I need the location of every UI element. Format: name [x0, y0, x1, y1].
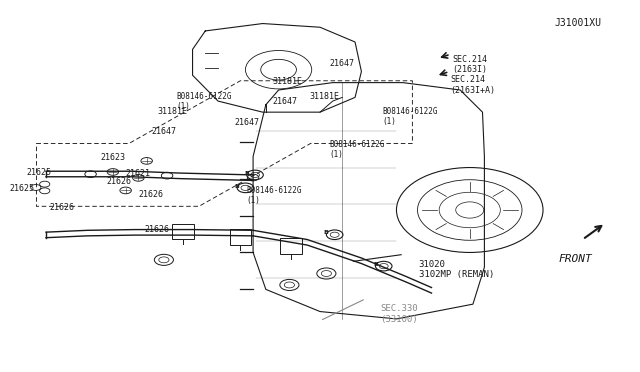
Text: 21647: 21647	[151, 127, 176, 136]
Text: SEC.330
(33100): SEC.330 (33100)	[381, 304, 418, 324]
Text: 31181E: 31181E	[272, 77, 302, 86]
Text: 31181E: 31181E	[157, 107, 188, 116]
Text: B08146-6122G
(1): B08146-6122G (1)	[177, 92, 232, 111]
Text: B: B	[244, 171, 249, 176]
Text: 21647: 21647	[330, 59, 355, 68]
Text: B: B	[324, 230, 329, 235]
Bar	[230, 229, 251, 245]
Bar	[172, 224, 194, 239]
Text: 21626: 21626	[138, 190, 163, 199]
Text: FRONT: FRONT	[559, 254, 593, 264]
Text: B08146-6122G
(1): B08146-6122G (1)	[383, 107, 438, 126]
Text: 21626: 21626	[49, 203, 74, 212]
Text: 21647: 21647	[272, 97, 297, 106]
Text: 21647: 21647	[234, 118, 259, 127]
Text: SEC.214
(2163I+A): SEC.214 (2163I+A)	[451, 75, 495, 94]
Text: 21625: 21625	[9, 184, 34, 193]
Text: 21626: 21626	[145, 225, 170, 234]
Text: B08146-6122G
(1): B08146-6122G (1)	[246, 186, 302, 205]
Text: 31181E: 31181E	[309, 92, 339, 101]
Text: J31001XU: J31001XU	[554, 18, 602, 28]
Text: B: B	[373, 262, 378, 267]
Text: 21625: 21625	[27, 167, 52, 177]
Text: 21626: 21626	[106, 177, 132, 186]
Text: 31020
3102MP (REMAN): 31020 3102MP (REMAN)	[419, 260, 494, 279]
Text: SEC.214
(2163I): SEC.214 (2163I)	[452, 55, 488, 74]
Text: B08146-6122G
(1): B08146-6122G (1)	[330, 140, 385, 159]
Text: 21621: 21621	[125, 169, 150, 179]
Bar	[280, 238, 302, 254]
Text: 21623: 21623	[100, 153, 125, 162]
Text: B: B	[235, 183, 239, 189]
